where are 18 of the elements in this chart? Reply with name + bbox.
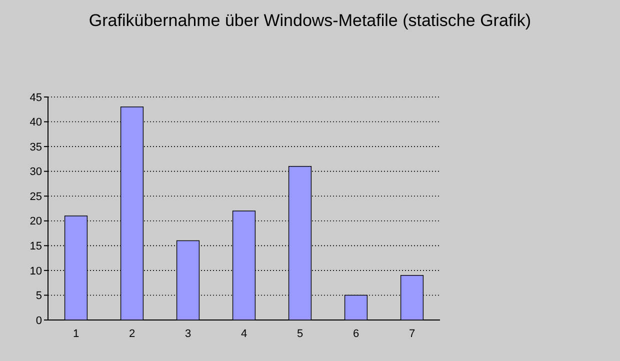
y-tick-label: 40 (30, 116, 42, 129)
y-tick-label: 0 (36, 314, 42, 327)
y-tick-label: 5 (36, 290, 42, 302)
y-tick-label: 15 (30, 240, 42, 253)
x-tick-label: 1 (72, 328, 80, 340)
y-tick-label: 10 (30, 265, 42, 278)
x-tick-label: 6 (352, 328, 360, 340)
y-tick-label: 35 (30, 141, 42, 154)
chart-title: Grafikübernahme über Windows-Metafile (statische Grafik) (88, 11, 532, 30)
x-tick-label: 3 (184, 328, 192, 340)
y-tick-label: 45 (30, 92, 42, 104)
x-tick-label: 5 (296, 328, 304, 340)
x-tick-label: 2 (128, 328, 136, 340)
x-tick-label: 7 (408, 328, 416, 340)
y-tick-label: 30 (30, 166, 42, 178)
y-tick-label: 20 (30, 216, 42, 228)
y-tick-label: 25 (30, 190, 42, 203)
x-tick-label: 4 (240, 328, 248, 340)
